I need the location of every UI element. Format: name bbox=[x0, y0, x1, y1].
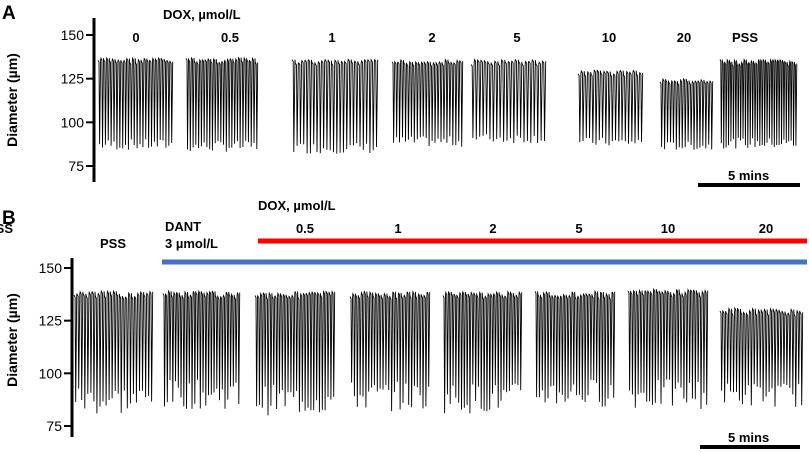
panel-a-letter: A bbox=[2, 3, 16, 24]
panel-a-y-label: Diameter (µm) bbox=[4, 53, 20, 147]
panel-b-scale-label: 5 mins bbox=[728, 430, 769, 445]
segment-label: 2 bbox=[489, 221, 496, 236]
panel-a-scale-label: 5 mins bbox=[728, 168, 769, 183]
trace-segment bbox=[442, 290, 523, 414]
trace-segment bbox=[659, 77, 714, 150]
trace-segment bbox=[577, 69, 644, 146]
y-tick-label: 150 bbox=[39, 260, 63, 276]
panel-b-y-label: Diameter (µm) bbox=[4, 293, 20, 387]
trace-segment bbox=[291, 58, 379, 154]
y-tick-label: 75 bbox=[68, 158, 84, 174]
segment-label: PSS bbox=[0, 221, 13, 236]
segment-label: 0.5 bbox=[221, 30, 239, 45]
trace-segment bbox=[73, 289, 154, 414]
segment-label: 1 bbox=[394, 221, 401, 236]
trace-segment bbox=[719, 306, 804, 407]
segment-label: 5 bbox=[575, 221, 582, 236]
segment-label: 5 bbox=[513, 30, 520, 45]
trace-segment bbox=[534, 289, 616, 407]
panel-b-dox-header: DOX, µmol/L bbox=[258, 198, 336, 213]
panel-b-dant-name: DANT bbox=[165, 219, 201, 234]
segment-label: 1 bbox=[328, 30, 335, 45]
segment-label: PSS bbox=[732, 30, 758, 45]
panel-b-segment-labels: PSS 0.5 1 2 5 10 20 bbox=[0, 221, 773, 236]
y-tick-label: 75 bbox=[46, 418, 62, 434]
trace-segment bbox=[162, 289, 241, 409]
segment-label: 0 bbox=[132, 30, 139, 45]
y-tick-label: 100 bbox=[39, 365, 63, 381]
panel-b-dant-dose: 3 µmol/L bbox=[165, 236, 218, 251]
panel-b-pss-label: PSS bbox=[100, 236, 126, 251]
y-tick-label: 125 bbox=[39, 313, 63, 329]
segment-label: 10 bbox=[661, 221, 675, 236]
trace-segment bbox=[470, 58, 547, 144]
trace-segment bbox=[719, 57, 798, 149]
panel-b-letter: B bbox=[2, 208, 16, 229]
trace-segment bbox=[349, 290, 431, 412]
panel-a-dox-header: DOX, µmol/L bbox=[163, 7, 241, 22]
trace-segment bbox=[391, 58, 464, 147]
trace-segment bbox=[97, 56, 174, 150]
panel-a-traces bbox=[97, 56, 798, 154]
trace-segment bbox=[185, 56, 259, 152]
panel-a-segment-labels: 0 0.5 1 2 5 10 20 PSS bbox=[132, 30, 758, 45]
segment-label: 2 bbox=[428, 30, 435, 45]
segment-label: 20 bbox=[759, 221, 773, 236]
panel-b-traces bbox=[73, 287, 804, 416]
y-tick-label: 125 bbox=[61, 71, 85, 87]
trace-segment bbox=[254, 289, 336, 416]
segment-label: 10 bbox=[602, 30, 616, 45]
segment-label: 20 bbox=[677, 30, 691, 45]
segment-label: 0.5 bbox=[296, 221, 314, 236]
panel-b-y-ticks: 75 100 125 150 bbox=[39, 260, 72, 434]
panel-a-y-ticks: 75 100 125 150 bbox=[61, 27, 94, 174]
trace-segment bbox=[627, 287, 709, 409]
y-tick-label: 100 bbox=[61, 114, 85, 130]
y-tick-label: 150 bbox=[61, 27, 85, 43]
